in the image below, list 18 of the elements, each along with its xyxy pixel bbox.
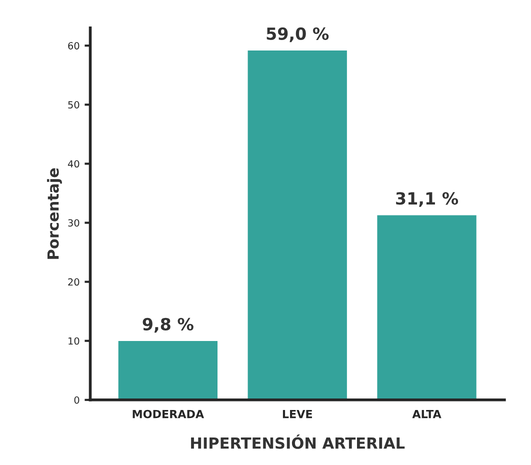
y-tick-label: 10 — [68, 337, 80, 345]
bar — [248, 50, 347, 400]
x-tick-label: ALTA — [412, 410, 442, 418]
y-tick-label: 0 — [74, 396, 80, 404]
y-tick-label: 20 — [68, 278, 80, 286]
y-tick-label: 60 — [68, 42, 80, 50]
y-tick-label: 30 — [68, 219, 80, 227]
x-tick-label: LEVE — [282, 410, 312, 418]
y-axis-title: Porcentaje — [47, 168, 62, 259]
data-label: 31,1 % — [396, 192, 458, 207]
x-axis-title: HIPERTENSIÓN ARTERIAL — [191, 434, 405, 449]
data-label: 9,8 % — [142, 318, 194, 333]
y-tick-label: 50 — [68, 101, 80, 108]
bar — [377, 215, 476, 400]
x-tick-label: MODERADA — [132, 410, 204, 418]
data-label: 59,0 % — [266, 27, 329, 42]
bar — [118, 340, 218, 400]
y-tick-label: 40 — [68, 160, 80, 168]
